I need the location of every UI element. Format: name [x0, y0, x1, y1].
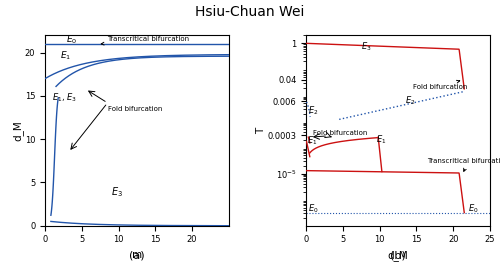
- Text: $E_2$: $E_2$: [406, 94, 416, 107]
- Text: $E_0$: $E_0$: [468, 203, 478, 215]
- Text: Fold bifurcation: Fold bifurcation: [108, 106, 162, 112]
- Text: $E_3$: $E_3$: [111, 186, 123, 199]
- X-axis label: d_M: d_M: [388, 250, 408, 261]
- Text: Transcritical bifurcation: Transcritical bifurcation: [101, 36, 190, 45]
- Text: $E_2$: $E_2$: [308, 105, 319, 117]
- Text: Fold bifurcation: Fold bifurcation: [413, 80, 467, 90]
- Text: Transcritical bifurcation: Transcritical bifurcation: [428, 158, 500, 171]
- Y-axis label: d_M: d_M: [12, 120, 24, 141]
- Text: $E_1$, $E_3$: $E_1$, $E_3$: [52, 91, 78, 104]
- Text: $E_1$: $E_1$: [306, 135, 317, 147]
- Text: Fold bifurcation: Fold bifurcation: [314, 130, 368, 136]
- Text: $E_3$: $E_3$: [362, 41, 372, 54]
- Text: (a): (a): [129, 251, 145, 261]
- X-axis label: m: m: [132, 250, 142, 260]
- Text: (b): (b): [390, 251, 406, 261]
- Text: $E_0$: $E_0$: [308, 203, 319, 215]
- Text: $E_1$: $E_1$: [376, 134, 386, 146]
- Y-axis label: T: T: [256, 128, 266, 134]
- Text: $E_0$: $E_0$: [66, 33, 77, 46]
- Text: Hsiu-Chuan Wei: Hsiu-Chuan Wei: [196, 5, 304, 19]
- Text: $E_1$: $E_1$: [60, 50, 71, 62]
